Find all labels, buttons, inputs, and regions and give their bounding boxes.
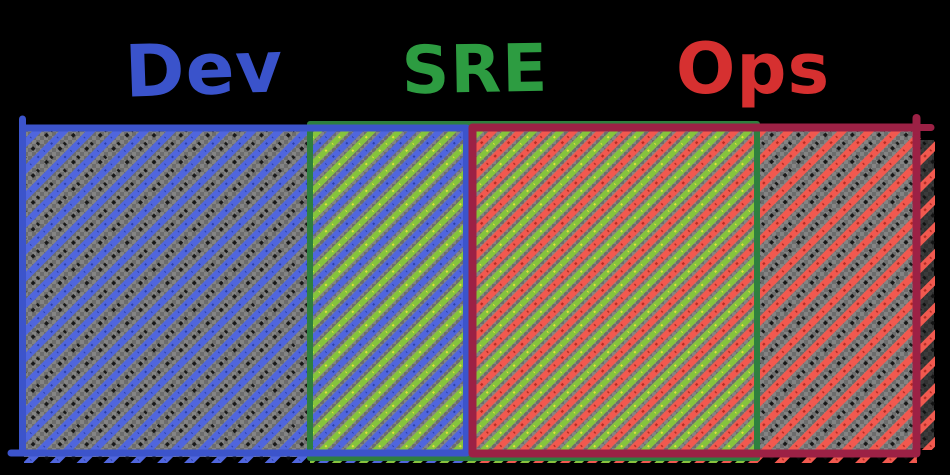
ops-hatch-overshoot-right (920, 138, 935, 450)
region-ops-only (757, 129, 917, 463)
sre-label: SRE (401, 30, 549, 110)
region-dev-sre-overlap (310, 129, 466, 463)
ops-rectangle-border (468, 123, 921, 458)
dev-rectangle-border (19, 124, 470, 457)
ops-label: Ops (676, 28, 830, 110)
dev-label: Dev (123, 24, 284, 113)
region-dev-only (24, 129, 310, 463)
region-sre-ops-overlap (466, 129, 757, 463)
